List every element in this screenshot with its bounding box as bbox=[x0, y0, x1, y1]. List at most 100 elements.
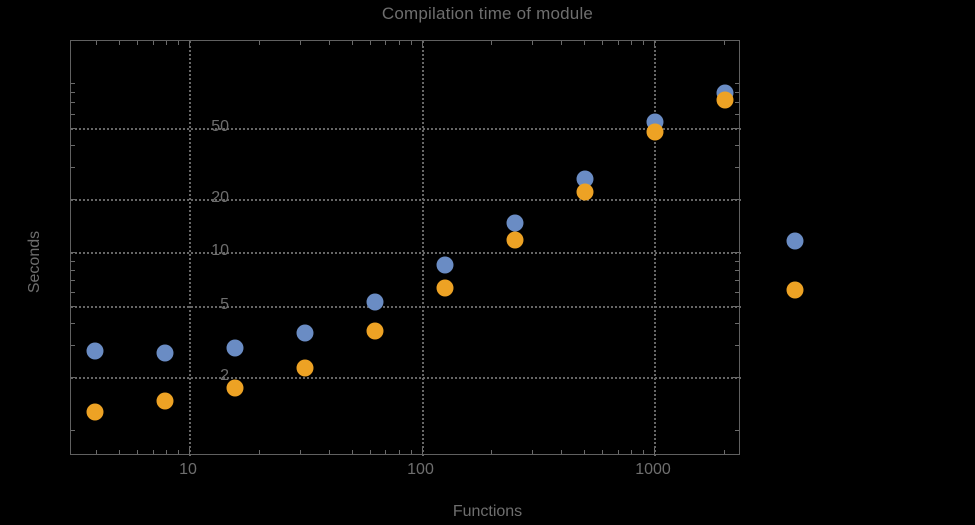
y-tick-10 bbox=[71, 252, 77, 254]
x-tick-70 bbox=[385, 41, 387, 45]
x-tick-50 bbox=[351, 450, 353, 454]
data-point bbox=[576, 183, 594, 201]
y-tick-4 bbox=[71, 323, 75, 325]
x-tick-100 bbox=[421, 448, 423, 454]
y-tick-6 bbox=[735, 291, 739, 293]
x-tick-90 bbox=[410, 41, 412, 45]
x-tick-6 bbox=[137, 450, 139, 454]
gridline-y-50 bbox=[71, 128, 741, 130]
x-tick-30 bbox=[299, 450, 301, 454]
x-tick-1000 bbox=[654, 448, 655, 454]
x-tick-900 bbox=[643, 41, 645, 45]
x-tick-9 bbox=[178, 450, 180, 454]
y-tick-3 bbox=[71, 345, 75, 347]
x-tick-40 bbox=[328, 450, 330, 454]
y-tick-9 bbox=[71, 260, 75, 262]
y-tick-7 bbox=[71, 279, 75, 281]
x-tick-6 bbox=[137, 41, 139, 45]
x-tick-90 bbox=[410, 450, 412, 454]
data-point bbox=[646, 123, 664, 141]
y-tick-50 bbox=[71, 128, 77, 129]
x-tick-10 bbox=[189, 448, 190, 454]
x-tick-40 bbox=[328, 41, 330, 45]
y-tick-label-50: 50 bbox=[211, 118, 229, 135]
x-tick-500 bbox=[584, 41, 585, 45]
y-tick-20 bbox=[71, 198, 77, 200]
y-tick-9 bbox=[735, 260, 739, 262]
x-tick-200 bbox=[491, 41, 493, 45]
x-tick-20 bbox=[258, 41, 260, 45]
data-point bbox=[506, 231, 524, 249]
plot-area bbox=[70, 40, 741, 456]
y-tick-80 bbox=[71, 91, 75, 93]
x-tick-500 bbox=[584, 450, 585, 454]
y-tick-label-5: 5 bbox=[220, 296, 229, 313]
x-tick-50 bbox=[351, 41, 353, 45]
data-point bbox=[296, 359, 314, 377]
y-tick-4 bbox=[735, 323, 739, 325]
x-tick-8 bbox=[166, 41, 168, 45]
y-tick-label-10: 10 bbox=[211, 242, 229, 260]
gridline-x-10 bbox=[189, 41, 191, 456]
y-tick-1 bbox=[735, 430, 739, 432]
gridline-y-20 bbox=[71, 198, 741, 201]
data-point bbox=[436, 256, 454, 274]
y-tick-8 bbox=[735, 269, 739, 271]
x-tick-60 bbox=[369, 41, 371, 45]
y-tick-30 bbox=[71, 167, 75, 169]
x-tick-1000 bbox=[654, 41, 655, 47]
x-tick-2000 bbox=[723, 41, 725, 45]
y-tick-50 bbox=[733, 128, 739, 129]
y-tick-10 bbox=[733, 252, 739, 254]
y-tick-40 bbox=[71, 145, 75, 147]
x-tick-80 bbox=[398, 450, 400, 454]
gridline-x-1000 bbox=[654, 41, 656, 456]
data-point bbox=[156, 344, 174, 362]
y-tick-2 bbox=[733, 376, 739, 378]
x-tick-label-1000: 1000 bbox=[635, 461, 671, 478]
x-tick-900 bbox=[643, 450, 645, 454]
x-tick-4 bbox=[96, 450, 98, 454]
x-tick-600 bbox=[602, 450, 604, 454]
data-point bbox=[716, 91, 734, 109]
data-point bbox=[86, 403, 104, 421]
x-tick-300 bbox=[532, 41, 534, 45]
data-point bbox=[156, 392, 174, 410]
x-axis-title: Functions bbox=[452, 503, 523, 520]
x-tick-label-100: 100 bbox=[407, 461, 434, 478]
data-point bbox=[296, 324, 314, 342]
x-tick-label-10: 10 bbox=[179, 461, 197, 478]
y-tick-90 bbox=[735, 82, 739, 84]
y-tick-5 bbox=[733, 306, 739, 307]
x-tick-700 bbox=[617, 450, 619, 454]
x-tick-700 bbox=[617, 41, 619, 45]
x-tick-70 bbox=[385, 450, 387, 454]
x-tick-400 bbox=[561, 41, 563, 45]
gridline-y-5 bbox=[71, 306, 741, 308]
x-tick-100 bbox=[421, 41, 423, 47]
x-tick-300 bbox=[532, 450, 534, 454]
x-tick-7 bbox=[152, 450, 154, 454]
y-axis-title: Seconds bbox=[26, 230, 44, 294]
x-tick-800 bbox=[631, 450, 633, 454]
y-tick-80 bbox=[735, 91, 739, 93]
y-tick-90 bbox=[71, 82, 75, 84]
y-tick-label-20: 20 bbox=[211, 188, 229, 206]
x-tick-80 bbox=[398, 41, 400, 45]
y-tick-70 bbox=[735, 101, 739, 103]
y-tick-6 bbox=[71, 291, 75, 293]
x-tick-20 bbox=[258, 450, 260, 454]
data-point bbox=[366, 293, 384, 311]
x-tick-8 bbox=[166, 450, 168, 454]
x-tick-7 bbox=[152, 41, 154, 45]
y-tick-20 bbox=[733, 198, 739, 200]
y-tick-7 bbox=[735, 279, 739, 281]
y-tick-70 bbox=[71, 101, 75, 103]
gridline-y-2 bbox=[71, 376, 741, 379]
y-tick-label-2: 2 bbox=[220, 366, 229, 384]
x-tick-4 bbox=[96, 41, 98, 45]
x-tick-2000 bbox=[723, 450, 725, 454]
y-tick-3 bbox=[735, 345, 739, 347]
x-tick-30 bbox=[299, 41, 301, 45]
